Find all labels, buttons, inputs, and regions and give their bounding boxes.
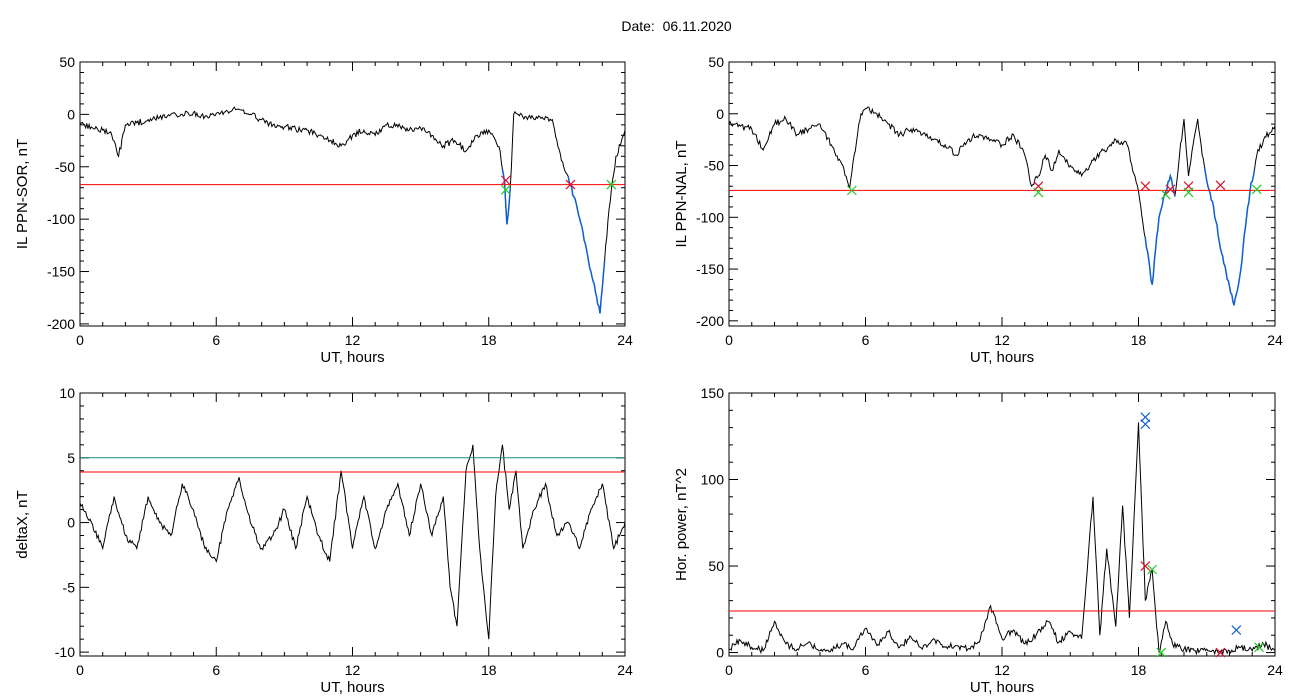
plot-frame <box>728 61 1276 327</box>
x-tick-label: 6 <box>212 332 220 348</box>
x-tick-label: 18 <box>1131 662 1147 678</box>
x-tick-label: 12 <box>345 332 361 348</box>
x-tick-label: 6 <box>862 332 870 348</box>
cross-marker <box>1165 184 1176 195</box>
cross-marker <box>1033 187 1044 198</box>
cross-marker <box>1215 647 1226 658</box>
y-tick-label: 0 <box>716 645 724 661</box>
cross-marker <box>1140 181 1151 192</box>
y-tick-label: 50 <box>708 558 724 574</box>
x-tick-label: 0 <box>725 662 733 678</box>
y-tick-label: -5 <box>63 579 76 595</box>
x-tick-label: 12 <box>994 332 1010 348</box>
event-segment <box>501 169 512 225</box>
y-tick-label: -100 <box>696 209 724 225</box>
chart-panel-1: 0 6 12 18 24 50 0 -50 -100 -150 -200 UT, hours IL PP… <box>14 54 633 366</box>
event-segment <box>567 176 606 314</box>
x-tick-label: 24 <box>1267 332 1283 348</box>
y-axis-label: IL PPN-NAL, nT <box>673 141 690 248</box>
date-value: 06.11.2020 <box>662 18 732 34</box>
cross-marker <box>500 184 511 195</box>
y-tick-label: -50 <box>704 158 724 174</box>
plot-frame <box>728 392 1276 657</box>
x-tick-label: 24 <box>617 662 633 678</box>
y-axis-label: Hor. power, nT^2 <box>673 468 690 581</box>
y-tick-label: 5 <box>67 450 75 466</box>
y-tick-label: -150 <box>47 264 75 280</box>
cross-marker <box>1140 561 1151 571</box>
x-tick-label: 6 <box>212 662 220 678</box>
cross-marker <box>1251 184 1262 195</box>
cross-marker <box>1215 180 1226 191</box>
x-tick-label: 0 <box>725 332 733 348</box>
x-tick-label: 12 <box>345 662 361 678</box>
series-line <box>728 106 1276 306</box>
date-label: Date: <box>621 18 655 34</box>
x-tick-label: 18 <box>481 332 497 348</box>
cross-marker <box>1147 564 1158 575</box>
x-axis-label: UT, hours <box>320 349 384 366</box>
x-tick-label: 6 <box>862 662 870 678</box>
event-segment <box>1144 173 1176 285</box>
x-axis-label: UT, hours <box>970 679 1034 696</box>
x-axis-label: UT, hours <box>320 679 384 696</box>
y-tick-label: 0 <box>716 106 724 122</box>
cross-marker <box>565 179 576 190</box>
event-segment <box>1203 166 1256 306</box>
y-tick-label: 10 <box>59 385 75 401</box>
cross-marker <box>1140 412 1151 423</box>
x-tick-label: 12 <box>994 662 1010 678</box>
x-tick-label: 0 <box>76 332 84 348</box>
chart-panel-2: 0 6 12 18 24 50 0 -50 -100 -150 -200 UT, hours IL PP… <box>673 54 1283 366</box>
cross-marker <box>500 175 511 186</box>
x-tick-label: 0 <box>76 662 84 678</box>
x-tick-label: 24 <box>617 332 633 348</box>
cross-marker <box>606 179 617 190</box>
y-tick-label: -100 <box>47 211 75 227</box>
series-line <box>79 106 626 314</box>
y-tick-label: -50 <box>55 159 75 175</box>
y-axis-label: deltaX, nT <box>14 490 31 558</box>
plot-frame <box>79 61 626 327</box>
cross-marker <box>846 185 857 196</box>
y-tick-label: 0 <box>67 106 75 122</box>
x-tick-label: 24 <box>1267 662 1283 678</box>
y-tick-label: 100 <box>701 472 725 488</box>
y-tick-label: 50 <box>59 54 75 70</box>
series-line <box>79 444 626 640</box>
y-tick-label: 50 <box>708 54 724 70</box>
date-header: Date: 06.11.2020 <box>0 18 1300 34</box>
cross-marker <box>1254 642 1264 653</box>
cross-marker <box>1231 625 1242 635</box>
y-tick-label: 150 <box>701 385 725 401</box>
cross-marker <box>1156 647 1167 658</box>
chart-panel-3: 0 6 12 18 24 10 5 0 -5 -10 UT, hours deltaX, nT <box>14 385 633 696</box>
cross-marker <box>1183 187 1194 198</box>
y-axis-label: IL PPN-SOR, nT <box>14 139 31 249</box>
cross-marker <box>1140 419 1151 430</box>
y-tick-label: 0 <box>67 515 75 531</box>
y-tick-label: -10 <box>55 644 75 660</box>
x-axis-label: UT, hours <box>970 349 1034 366</box>
x-tick-label: 18 <box>1131 332 1147 348</box>
y-tick-label: -200 <box>696 313 724 329</box>
chart-panel-4: 0 6 12 18 24 150 100 50 0 UT, hours Hor. power, nT… <box>673 385 1283 696</box>
y-tick-label: -150 <box>696 261 724 277</box>
y-tick-label: -200 <box>47 316 75 332</box>
series-line <box>728 422 1276 657</box>
x-tick-label: 18 <box>481 662 497 678</box>
